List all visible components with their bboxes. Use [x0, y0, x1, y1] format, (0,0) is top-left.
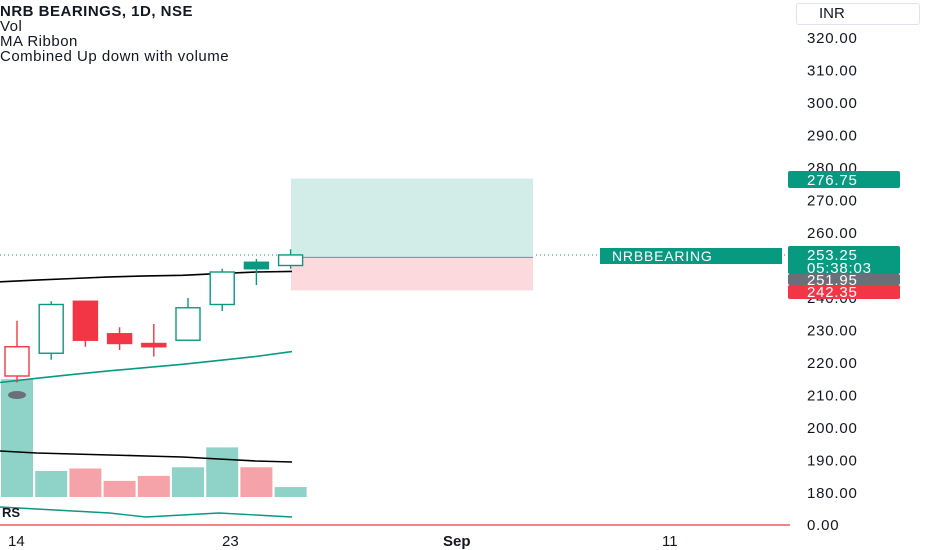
- price-tick-label: 200.00: [807, 420, 858, 437]
- legend-vol[interactable]: Vol: [0, 18, 23, 35]
- price-tick-label: 300.00: [807, 95, 858, 112]
- candle-body: [4, 346, 30, 377]
- price-labels: 276.75 NRBBEARING 253.2505:38:03251.95242.…: [600, 171, 900, 301]
- legend-symbol-title[interactable]: NRB BEARINGS, 1D, NSE: [0, 3, 194, 20]
- candlestick-series: [4, 249, 304, 383]
- candle-body: [106, 333, 133, 345]
- candle-body: [72, 300, 99, 341]
- last-price-tag: [788, 246, 900, 274]
- price-tick-label: 220.00: [807, 355, 858, 372]
- time-tick-label: 23: [222, 533, 239, 550]
- volume-bar: [35, 470, 68, 497]
- price-tick-label: 0.00: [807, 517, 839, 534]
- price-tick-label: 260.00: [807, 225, 858, 242]
- time-axis[interactable]: 14 23 Sep 11: [0, 524, 790, 550]
- target-price-tag: [788, 171, 900, 188]
- last-price-label: 253.25: [807, 247, 858, 264]
- rs-indicator-label[interactable]: RS: [2, 505, 21, 520]
- event-marker: [8, 391, 26, 399]
- prev-price-tag: [788, 274, 900, 285]
- symbol-tag-label: NRBBEARING: [612, 248, 713, 264]
- long-position-tool[interactable]: [291, 178, 533, 291]
- volume-bar: [206, 447, 239, 497]
- time-tick-label: Sep: [443, 533, 471, 550]
- candle-body: [277, 254, 304, 267]
- candle-body: [175, 307, 201, 341]
- symbol-price-tag: [600, 248, 782, 264]
- prev-price-label: 251.95: [807, 272, 858, 289]
- candle-body: [243, 261, 270, 270]
- stop-price-label: 242.35: [807, 284, 858, 301]
- currency-selector[interactable]: INR: [796, 3, 920, 25]
- ma-long-line: [0, 350, 293, 384]
- price-tick-label: 320.00: [807, 30, 858, 47]
- volume-ma-line: [0, 450, 293, 463]
- price-tick-label: 180.00: [807, 485, 858, 502]
- time-tick-label: 11: [662, 533, 678, 550]
- volume-bar: [137, 475, 170, 497]
- time-tick-label: 14: [8, 533, 25, 550]
- ma-short-line: [0, 270, 293, 283]
- volume-bar: [103, 480, 136, 497]
- price-tick-label: 190.00: [807, 453, 858, 470]
- candle-body: [38, 303, 64, 354]
- ma-ribbon-lines: [0, 270, 293, 518]
- volume-bars: [1, 379, 307, 497]
- profit-target-zone: [291, 178, 533, 258]
- legend-combined-indicator[interactable]: Combined Up down with volume: [0, 48, 230, 65]
- volume-bar: [274, 487, 307, 497]
- target-price-label: 276.75: [807, 172, 858, 189]
- volume-bar: [69, 468, 102, 497]
- candle-body: [141, 342, 167, 348]
- chart-legend: NRB BEARINGS, 1D, NSE Vol MA Ribbon Comb…: [0, 4, 229, 64]
- stop-loss-zone: [291, 257, 533, 291]
- price-tick-label: 230.00: [807, 323, 858, 340]
- price-tick-label: 290.00: [807, 128, 858, 145]
- price-tick-label: 310.00: [807, 63, 858, 80]
- price-tick-label: 270.00: [807, 193, 858, 210]
- legend-ma-ribbon[interactable]: MA Ribbon: [0, 33, 78, 50]
- volume-bar: [172, 467, 204, 497]
- countdown-label: 05:38:03: [807, 260, 872, 277]
- price-tick-label: 210.00: [807, 388, 858, 405]
- volume-bar: [240, 467, 273, 497]
- rs-line: [0, 506, 293, 518]
- candle-body: [209, 271, 235, 306]
- stop-price-tag: [788, 285, 900, 299]
